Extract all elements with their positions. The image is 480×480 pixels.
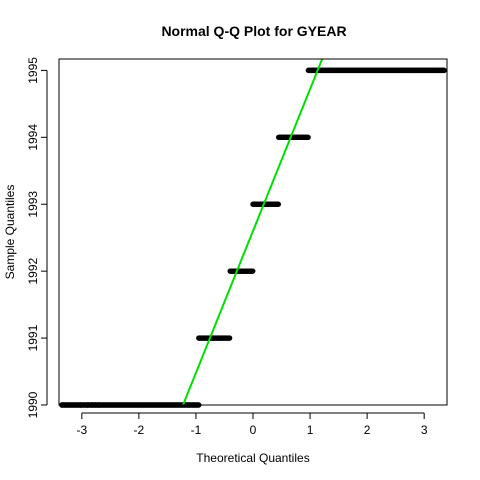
x-tick-label: -2	[134, 423, 145, 437]
data-point	[275, 201, 282, 207]
x-tick-label: 0	[250, 423, 257, 437]
data-point	[250, 268, 256, 274]
x-axis-label: Theoretical Quantiles	[196, 451, 309, 465]
data-points	[59, 67, 447, 408]
y-tick-label: 1993	[26, 191, 40, 218]
data-point	[441, 67, 447, 74]
chart-title: Normal Q-Q Plot for GYEAR	[161, 23, 346, 39]
x-tick-label: 1	[307, 423, 314, 437]
x-tick-label: 2	[364, 423, 371, 437]
data-point	[305, 134, 311, 141]
plot-box	[58, 58, 448, 406]
x-tick-label: -1	[191, 423, 202, 437]
y-axis-label: Sample Quantiles	[3, 185, 17, 280]
reference-line-group	[181, 59, 324, 405]
y-tick-label: 1994	[26, 124, 40, 151]
y-tick-label: 1995	[26, 57, 40, 84]
x-axis: -3 -2 -1 0 1 2 3	[76, 412, 428, 437]
reference-line	[181, 59, 324, 405]
y-tick-label: 1990	[26, 391, 40, 418]
y-tick-label: 1992	[26, 257, 40, 284]
y-axis: 1990 1991 1992 1993 1994 1995	[26, 57, 48, 418]
x-tick-label: -3	[76, 423, 87, 437]
x-tick-label: 3	[421, 423, 428, 437]
y-tick-label: 1991	[26, 324, 40, 351]
data-point	[226, 335, 233, 341]
